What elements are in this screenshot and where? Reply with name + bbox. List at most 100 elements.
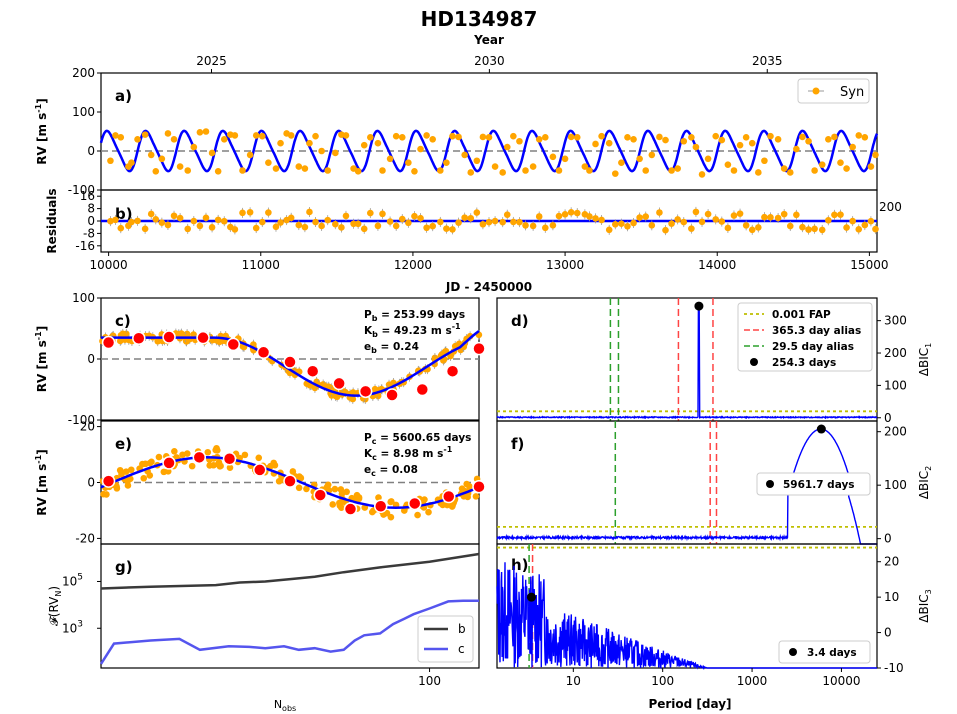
phase-point — [113, 483, 120, 490]
x-tick-label: 10000 — [822, 674, 860, 688]
rv-point — [680, 137, 688, 145]
rv-point — [342, 132, 350, 139]
residual-point — [277, 219, 284, 226]
residual-point — [586, 213, 593, 220]
legend-peak-marker — [750, 358, 758, 366]
phase-point — [146, 459, 154, 467]
residual-point — [867, 217, 875, 225]
rv-point — [467, 169, 475, 176]
rv-point — [107, 157, 114, 165]
residual-point — [793, 211, 800, 219]
rv-point — [698, 171, 706, 178]
phase-point — [118, 470, 125, 478]
rv-point — [246, 151, 254, 159]
rv-point — [541, 134, 549, 141]
residual-point — [455, 219, 462, 226]
binned-point — [162, 456, 176, 470]
panel-a-rv-timeseries: -100 0 100 200 RV [m s-1] a) Syn — [34, 66, 879, 197]
legend-label: 0.001 FAP — [772, 309, 831, 321]
rv-point — [141, 131, 149, 138]
y-tick-label: 100 — [72, 105, 95, 119]
rv-point — [485, 134, 493, 141]
residual-point — [855, 226, 863, 233]
residual-point — [417, 214, 424, 222]
residual-point — [712, 216, 720, 223]
x-tick-label: 15000 — [850, 258, 888, 272]
binned-point — [332, 376, 346, 391]
rv-point — [730, 167, 738, 174]
binned-point — [283, 355, 297, 369]
residual-point — [423, 224, 430, 232]
phase-point — [289, 468, 297, 475]
residual-point — [592, 215, 599, 222]
residual-point — [239, 209, 246, 217]
y-tick-label: -8 — [83, 226, 95, 240]
rv-point — [724, 161, 732, 168]
phase-point — [103, 491, 110, 498]
residual-point — [301, 223, 309, 231]
rv-point — [642, 167, 650, 174]
annotation-sup: -1 — [443, 445, 452, 454]
series-b-line — [100, 552, 480, 590]
y-axis-label: RV [m s-1] — [34, 449, 49, 515]
phase-point — [388, 498, 395, 505]
residual-point — [549, 221, 557, 229]
rv-point — [398, 134, 406, 141]
phase-point — [338, 490, 346, 498]
binned-point — [222, 451, 237, 466]
rv-point — [586, 167, 593, 174]
rv-point — [196, 128, 204, 136]
panel-label: d) — [511, 312, 529, 330]
residual-point — [208, 224, 216, 231]
y-axis-label-sub: 3 — [924, 589, 933, 594]
residual-point — [624, 222, 631, 230]
residual-point — [379, 210, 386, 218]
rv-point — [843, 165, 850, 172]
series-c-line — [99, 599, 479, 665]
annotation-text: = 0.24 — [377, 341, 419, 353]
annotation-sub: c — [372, 437, 377, 446]
residual-point — [360, 225, 368, 233]
binned-point — [415, 382, 430, 397]
annotation-name: P — [364, 432, 372, 444]
phase-point — [353, 491, 361, 499]
legend-box — [797, 78, 870, 104]
x-tick-label: 10 — [566, 674, 581, 688]
residual-point — [680, 218, 688, 226]
rv-point — [449, 132, 456, 140]
residual-point — [112, 216, 119, 224]
annotation-line: Pc = 5600.65 days — [364, 432, 471, 446]
rv-point — [855, 132, 863, 139]
legend-label: b — [458, 622, 466, 636]
y-axis-label: RV [m s-1] — [34, 98, 49, 164]
phase-point — [155, 453, 163, 461]
y-tick-label: 16 — [80, 189, 95, 203]
residual-point — [306, 208, 313, 216]
binned-point — [373, 499, 388, 514]
residual-point — [618, 220, 625, 227]
phase-point — [175, 330, 182, 338]
residual-point — [246, 208, 254, 216]
y-axis-label-tail: ] — [35, 326, 49, 331]
residual-point — [117, 224, 125, 232]
residual-point — [141, 225, 149, 233]
rv-point — [503, 143, 511, 151]
rv-point — [258, 132, 266, 140]
residual-point — [367, 209, 374, 217]
rv-point — [799, 133, 806, 141]
residual-point — [258, 218, 266, 226]
residual-point — [555, 212, 563, 220]
rv-point — [581, 163, 589, 170]
panel-label: a) — [115, 87, 132, 105]
rv-point — [417, 145, 424, 153]
phase-point — [146, 472, 154, 479]
rv-point — [214, 167, 222, 175]
legend-label: 5961.7 days — [783, 479, 855, 491]
rv-point — [473, 157, 481, 165]
rv-point — [386, 155, 394, 163]
residual-point — [730, 212, 738, 219]
phase-point — [214, 446, 221, 454]
